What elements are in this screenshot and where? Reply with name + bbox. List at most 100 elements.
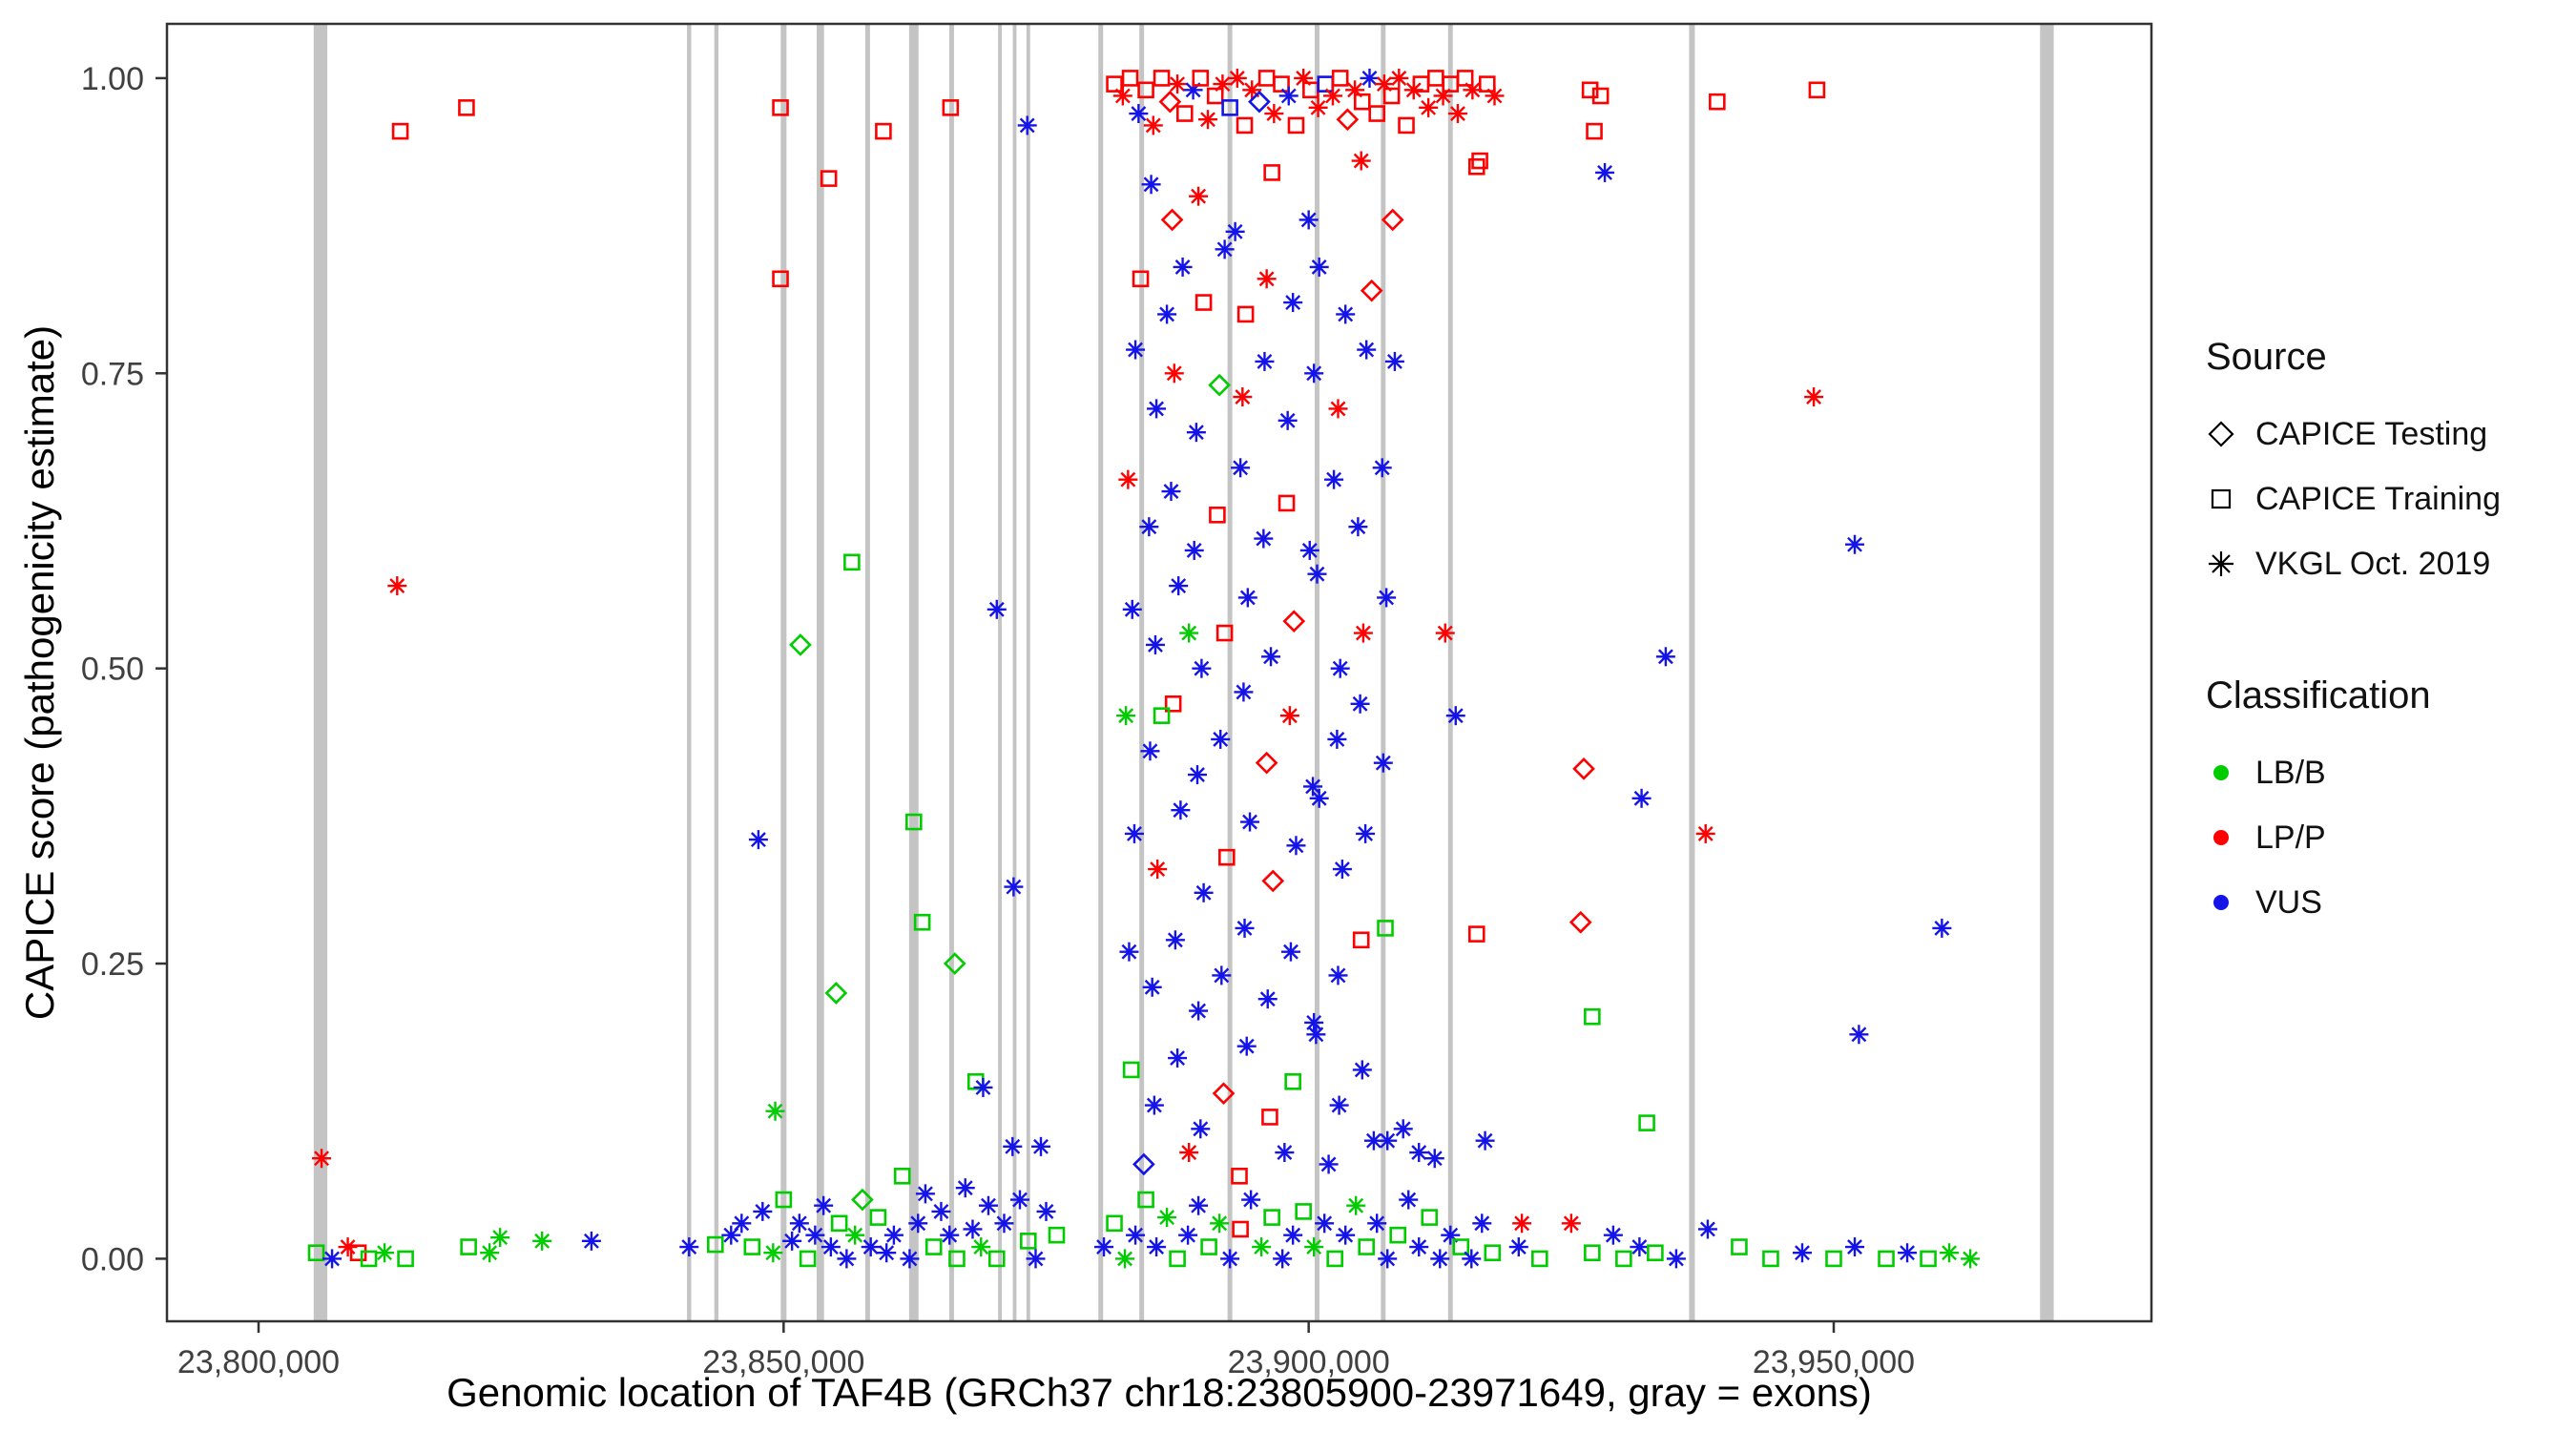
- data-point: [360, 1250, 378, 1268]
- data-point: [772, 99, 789, 116]
- data-point: [1471, 152, 1488, 170]
- data-point: [775, 1191, 793, 1209]
- data-point: [1378, 1249, 1398, 1269]
- data-point: [1191, 1119, 1211, 1139]
- data-point: [1255, 751, 1278, 775]
- data-point: [1603, 1225, 1623, 1245]
- data-point: [1212, 965, 1232, 985]
- data-point: [1225, 221, 1245, 241]
- data-point: [679, 1237, 699, 1257]
- data-point: [1845, 534, 1865, 554]
- data-point: [789, 633, 812, 656]
- legend-item-capice-training: CAPICE Training: [2206, 467, 2501, 531]
- data-point: [338, 1237, 358, 1257]
- data-point: [1409, 1143, 1429, 1163]
- data-point: [843, 553, 861, 571]
- data-point: [1351, 151, 1371, 171]
- data-point: [1233, 387, 1253, 407]
- data-point: [1308, 97, 1328, 117]
- data-point: [1200, 1238, 1217, 1255]
- data-point: [1278, 494, 1296, 512]
- data-point: [1304, 1012, 1324, 1032]
- data-point: [1189, 1001, 1209, 1021]
- data-point: [1456, 70, 1474, 87]
- data-point: [1322, 86, 1342, 106]
- data-point: [1145, 634, 1165, 654]
- x-tick-label: 23,950,000: [1753, 1344, 1915, 1380]
- data-point: [1328, 965, 1348, 985]
- data-point: [1441, 1225, 1461, 1245]
- data-point: [1561, 1213, 1581, 1234]
- data-point: [1026, 1249, 1046, 1269]
- data-point: [1346, 1195, 1366, 1215]
- data-point: [1168, 1048, 1188, 1068]
- data-point: [1255, 351, 1275, 371]
- panel-border: [165, 22, 2153, 1323]
- data-point: [931, 1201, 951, 1221]
- data-point: [900, 1249, 920, 1269]
- x-axis-title: Genomic location of TAF4B (GRCh37 chr18:…: [447, 1370, 1872, 1415]
- data-point: [1399, 1190, 1419, 1210]
- data-point: [1140, 741, 1160, 761]
- data-point: [753, 1201, 773, 1221]
- data-point: [1153, 707, 1171, 724]
- data-point: [1878, 1250, 1895, 1268]
- data-point: [1584, 1244, 1601, 1262]
- data-point: [1273, 75, 1290, 93]
- data-point: [1792, 1243, 1812, 1263]
- data-point: [1568, 910, 1592, 934]
- data-point: [1122, 1061, 1140, 1079]
- exon-bar: [1447, 24, 1453, 1321]
- data-point: [1655, 647, 1675, 667]
- data-point: [1283, 1225, 1303, 1245]
- data-point: [1211, 729, 1231, 749]
- data-point: [1631, 788, 1652, 808]
- data-point: [875, 122, 892, 140]
- data-point: [1932, 918, 1952, 938]
- data-point: [1368, 105, 1386, 122]
- data-point: [824, 982, 848, 1005]
- data-point: [1512, 1213, 1532, 1234]
- data-point: [1336, 1225, 1356, 1245]
- data-point: [915, 1184, 935, 1204]
- data-point: [458, 99, 475, 116]
- data-point: [1345, 80, 1365, 100]
- data-point: [814, 1195, 834, 1215]
- data-point: [1275, 1143, 1295, 1163]
- data-point: [1326, 1250, 1343, 1268]
- data-point: [1132, 1152, 1155, 1176]
- data-point: [1192, 70, 1210, 87]
- data-point: [1194, 882, 1214, 902]
- legend-item-lpp: LP/P: [2206, 805, 2501, 870]
- data-point: [1331, 70, 1349, 87]
- data-point: [1531, 1250, 1548, 1268]
- data-point: [1009, 1190, 1029, 1210]
- data-point: [1336, 304, 1356, 324]
- data-point: [1615, 1250, 1632, 1268]
- data-point: [1348, 517, 1368, 537]
- data-point: [971, 1237, 991, 1257]
- data-point: [1940, 1243, 1960, 1263]
- data-point: [1171, 800, 1191, 820]
- data-point: [987, 1250, 1006, 1268]
- data-point: [1215, 239, 1235, 259]
- exon-bar: [313, 24, 328, 1321]
- data-point: [1825, 1250, 1842, 1268]
- data-point: [1106, 1214, 1123, 1233]
- data-point: [763, 1243, 783, 1263]
- data-point: [1175, 105, 1194, 122]
- legend-item-label: CAPICE Testing: [2255, 415, 2488, 452]
- data-point: [1360, 68, 1380, 88]
- data-point: [1353, 623, 1373, 643]
- data-point: [1920, 1250, 1937, 1268]
- data-point: [1215, 624, 1234, 642]
- data-point: [1144, 1095, 1164, 1115]
- data-point: [1252, 1237, 1272, 1257]
- data-point: [1286, 836, 1306, 856]
- exon-bar: [864, 24, 870, 1321]
- data-point: [1389, 1226, 1407, 1244]
- data-point: [1283, 293, 1303, 313]
- x-tick-label: 23,800,000: [177, 1344, 340, 1380]
- data-point: [913, 913, 931, 931]
- data-point: [1232, 1220, 1249, 1238]
